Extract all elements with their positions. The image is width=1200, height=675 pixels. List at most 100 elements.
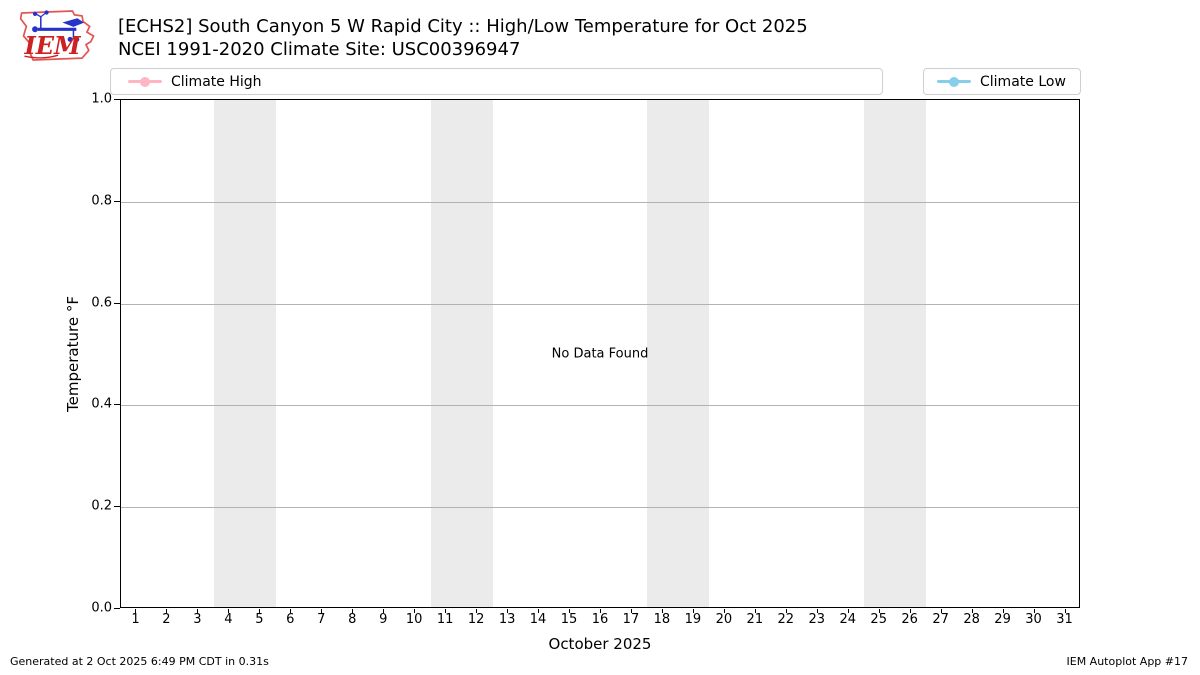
y-tick-mark [114, 506, 120, 508]
y-tick-mark [114, 404, 120, 406]
x-tick-mark [259, 609, 261, 613]
y-tick-label: 1.0 [91, 91, 112, 107]
x-tick-mark [1033, 609, 1035, 613]
y-tick-mark [114, 99, 120, 100]
x-tick-mark [909, 609, 911, 613]
weekend-shade-band [647, 100, 710, 607]
generated-timestamp: Generated at 2 Oct 2025 6:49 PM CDT in 0… [10, 655, 269, 668]
x-tick-label: 18 [653, 612, 671, 627]
x-tick-mark [600, 609, 601, 613]
y-axis-title: Temperature °F [64, 296, 82, 412]
x-tick-mark [1064, 609, 1066, 613]
weather-vane-icon [32, 10, 85, 42]
x-tick-mark [878, 609, 880, 613]
weekend-shade-band [430, 100, 493, 607]
x-tick-label: 26 [901, 612, 918, 627]
y-tick-label: 0.4 [91, 396, 112, 412]
x-tick-mark [290, 609, 292, 613]
x-tick-label: 31 [1056, 612, 1073, 627]
x-tick-label: 10 [405, 612, 423, 627]
y-tick-mark [114, 200, 120, 202]
x-tick-mark [569, 609, 571, 613]
y-tick-mark [114, 302, 120, 304]
x-tick-mark [135, 609, 137, 613]
x-tick-label: 11 [436, 612, 454, 627]
y-gridline [121, 507, 1079, 509]
x-tick-mark [692, 609, 694, 613]
x-tick-label: 28 [963, 612, 980, 627]
x-tick-label: 13 [498, 612, 516, 627]
x-tick-label: 4 [224, 612, 233, 627]
y-gridline [121, 303, 1079, 305]
x-tick-label: 1 [131, 612, 140, 627]
climate-high-marker-icon [128, 76, 162, 87]
legend-climate-high: Climate High [110, 68, 883, 95]
x-tick-label: 14 [529, 612, 547, 627]
iem-logo-text: IEM [23, 31, 82, 60]
x-tick-mark [754, 609, 756, 613]
x-tick-label: 17 [622, 612, 640, 627]
x-tick-label: 16 [591, 612, 609, 627]
x-tick-label: 7 [317, 612, 326, 627]
x-tick-mark [476, 609, 478, 613]
x-tick-label: 9 [379, 612, 388, 627]
x-tick-mark [940, 609, 942, 613]
x-tick-label: 3 [193, 612, 202, 627]
chart-subtitle: NCEI 1991-2020 Climate Site: USC00396947 [118, 39, 521, 60]
x-tick-label: 15 [560, 612, 578, 627]
climate-low-marker-icon [937, 76, 971, 87]
x-tick-mark [414, 609, 416, 613]
no-data-message: No Data Found [551, 346, 649, 361]
x-tick-mark [847, 609, 849, 613]
x-tick-label: 2 [162, 612, 171, 627]
x-tick-mark [445, 609, 447, 613]
x-tick-mark [166, 609, 168, 613]
x-tick-label: 6 [286, 612, 295, 627]
x-axis-title: October 2025 [548, 635, 652, 653]
x-tick-mark [785, 609, 787, 613]
x-tick-label: 30 [1025, 612, 1042, 627]
x-tick-mark [507, 609, 509, 613]
y-tick-label: 0.0 [91, 600, 112, 616]
x-tick-mark [661, 609, 663, 613]
y-gridline [121, 405, 1079, 407]
legend-climate-low-label: Climate Low [980, 73, 1066, 90]
x-tick-label: 24 [839, 612, 857, 627]
x-tick-label: 25 [870, 612, 887, 627]
x-tick-label: 8 [348, 612, 357, 627]
weekend-shade-band [213, 100, 276, 607]
y-gridline [121, 201, 1079, 203]
x-tick-mark [228, 609, 230, 613]
plot-area: No Data Found [120, 99, 1080, 608]
chart-title: [ECHS2] South Canyon 5 W Rapid City :: H… [118, 16, 808, 37]
app-credit: IEM Autoplot App #17 [1066, 655, 1189, 668]
x-tick-label: 12 [467, 612, 485, 627]
x-tick-mark [197, 609, 199, 613]
x-tick-label: 20 [715, 612, 733, 627]
x-tick-mark [538, 609, 540, 613]
y-tick-label: 0.2 [91, 498, 112, 514]
x-tick-label: 27 [932, 612, 949, 627]
x-tick-label: 21 [746, 612, 764, 627]
x-tick-mark [723, 609, 725, 613]
x-tick-label: 19 [684, 612, 702, 627]
y-tick-label: 0.8 [91, 193, 112, 209]
x-tick-mark [630, 609, 632, 613]
x-tick-mark [383, 609, 385, 613]
legend-climate-high-label: Climate High [171, 73, 262, 90]
x-tick-mark [1002, 609, 1004, 613]
x-tick-mark [321, 609, 323, 613]
y-tick-label: 0.6 [91, 295, 112, 311]
legend-climate-low: Climate Low [923, 68, 1081, 95]
iem-logo: IEM [19, 10, 95, 61]
y-tick-mark [114, 608, 120, 609]
x-tick-label: 5 [255, 612, 264, 627]
x-tick-label: 22 [777, 612, 795, 627]
weekend-shade-band [864, 100, 927, 607]
x-tick-label: 29 [994, 612, 1011, 627]
x-tick-mark [352, 609, 354, 613]
x-tick-label: 23 [808, 612, 826, 627]
x-tick-mark [816, 609, 818, 613]
x-tick-mark [971, 609, 973, 613]
